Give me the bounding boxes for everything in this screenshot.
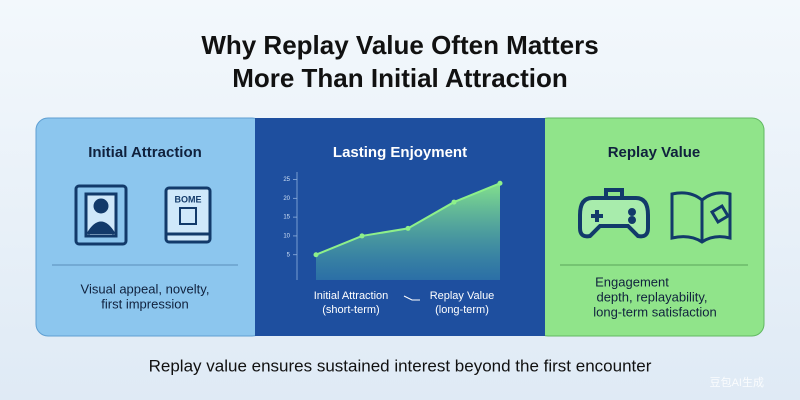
- panel-title: Initial Attraction: [88, 144, 202, 161]
- panel-title: Replay Value: [608, 144, 701, 161]
- point: [451, 199, 457, 205]
- y-tick-label: 10: [283, 233, 290, 239]
- y-tick-label: 5: [287, 252, 291, 258]
- gamepad-icon: [578, 188, 650, 239]
- open-book-icon: [670, 191, 732, 244]
- book-icon: BOME: [164, 186, 212, 244]
- caption: long-term satisfaction: [593, 304, 717, 319]
- y-tick-label: 20: [283, 196, 290, 202]
- caption: depth, replayability,: [596, 289, 707, 304]
- x-label: Replay Value: [430, 290, 495, 302]
- arrow: [403, 295, 420, 301]
- footer: Replay value ensures sustained interest …: [149, 356, 652, 375]
- title-line: Why Replay Value Often Matters: [201, 30, 598, 60]
- panel-title: Lasting Enjoyment: [333, 144, 467, 161]
- area: [316, 183, 500, 280]
- point: [359, 233, 365, 239]
- caption: Engagement: [595, 274, 669, 289]
- point: [405, 225, 411, 231]
- x-label: (long-term): [435, 304, 489, 316]
- film-icon: [74, 184, 128, 246]
- x-label: (short-term): [322, 304, 379, 316]
- x-label: Initial Attraction: [314, 290, 389, 302]
- title-line: More Than Initial Attraction: [232, 63, 568, 93]
- y-tick-label: 15: [283, 215, 290, 221]
- watermark: 豆包AI生成: [710, 375, 764, 389]
- point: [313, 252, 319, 258]
- caption: Visual appeal, novelty,: [81, 281, 210, 296]
- icon-text: BOME: [175, 194, 202, 204]
- y-tick-label: 25: [283, 177, 290, 183]
- caption: first impression: [101, 296, 188, 311]
- point: [497, 180, 503, 186]
